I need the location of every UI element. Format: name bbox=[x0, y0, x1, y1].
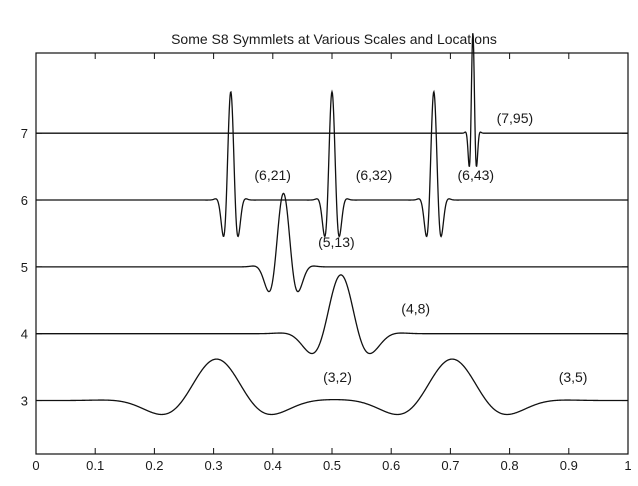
x-axis: 0 0.1 0.2 0.3 0.4 0.5 0.6 0.7 0.8 0.9 1 bbox=[32, 53, 632, 473]
x-tick-label: 0.8 bbox=[501, 458, 519, 473]
series-line-level-4 bbox=[36, 274, 628, 355]
atom-label: (6,21) bbox=[254, 167, 291, 183]
x-tick-label: 1 bbox=[624, 458, 631, 473]
atom-label: (3,5) bbox=[559, 369, 588, 385]
series-line-level-3 bbox=[36, 358, 628, 416]
atom-label: (4,8) bbox=[401, 301, 430, 317]
atom-label-layer: (3,2) (3,5) (4,8) (5,13) (6,21) (6,32) (6,43) (… bbox=[254, 110, 587, 385]
x-tick-label: 0.2 bbox=[145, 458, 163, 473]
y-tick-label: 4 bbox=[21, 327, 28, 342]
series-line-level-5 bbox=[36, 192, 628, 293]
y-tick-label: 3 bbox=[21, 394, 28, 409]
y-tick-label: 7 bbox=[21, 126, 28, 141]
atom-label: (7,95) bbox=[497, 110, 534, 126]
x-tick-label: 0.4 bbox=[264, 458, 282, 473]
series-line-level-6 bbox=[36, 89, 628, 238]
atom-label: (3,2) bbox=[323, 369, 352, 385]
atom-label: (6,43) bbox=[458, 167, 495, 183]
y-tick-label: 5 bbox=[21, 260, 28, 275]
x-tick-label: 0.5 bbox=[323, 458, 341, 473]
atom-label: (6,32) bbox=[356, 167, 393, 183]
y-axis: 3 4 5 6 7 bbox=[21, 126, 628, 409]
plot-frame bbox=[35, 52, 629, 455]
series-layer bbox=[36, 33, 628, 416]
x-tick-label: 0.7 bbox=[441, 458, 459, 473]
chart-title: Some S8 Symmlets at Various Scales and L… bbox=[171, 31, 497, 47]
x-tick-label: 0.1 bbox=[86, 458, 104, 473]
y-tick-label: 6 bbox=[21, 193, 28, 208]
x-tick-label: 0.6 bbox=[382, 458, 400, 473]
series-line-level-7 bbox=[36, 33, 628, 167]
x-tick-label: 0 bbox=[32, 458, 39, 473]
atom-label: (5,13) bbox=[318, 234, 355, 250]
x-tick-label: 0.9 bbox=[560, 458, 578, 473]
x-tick-label: 0.3 bbox=[205, 458, 223, 473]
